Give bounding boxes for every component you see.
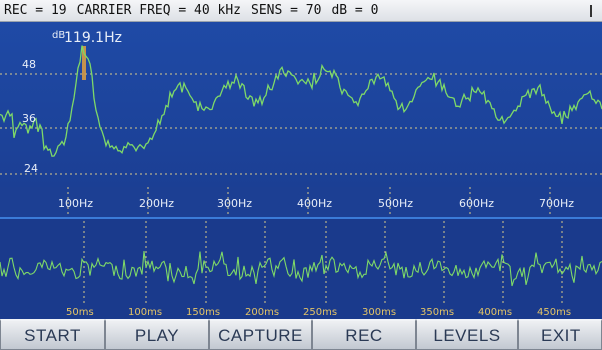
time-label-400: 400ms: [478, 307, 512, 318]
levels-button[interactable]: LEVELS: [416, 319, 518, 350]
freq-label-300: 300Hz: [217, 197, 252, 210]
time-label-50: 50ms: [66, 307, 94, 318]
peak-marker: [82, 46, 86, 80]
freq-label-500: 500Hz: [378, 197, 413, 210]
db-unit-label: dB: [52, 30, 65, 41]
time-label-150: 150ms: [186, 307, 220, 318]
db-level: dB = 0: [331, 3, 379, 18]
spectrum-plot: dB 119.1Hz 48 36 24: [0, 22, 602, 187]
spectrum-gridlines: [0, 73, 602, 175]
status-bar: REC = 19 CARRIER FREQ = 40 kHz SENS = 70 dB…: [0, 0, 602, 22]
start-button[interactable]: START: [0, 319, 105, 350]
frequency-axis: 100Hz 200Hz 300Hz 400Hz 500Hz 600Hz 700H…: [0, 187, 602, 219]
waveform-plot: 50ms 100ms 150ms 200ms 250ms 300ms 350ms…: [0, 219, 602, 319]
sensitivity: SENS = 70: [251, 3, 322, 18]
time-label-350: 350ms: [420, 307, 454, 318]
time-label-250: 250ms: [303, 307, 337, 318]
exit-button[interactable]: EXIT: [518, 319, 602, 350]
peak-frequency-label: 119.1Hz: [64, 30, 122, 46]
freq-label-700: 700Hz: [539, 197, 574, 210]
rec-count: REC = 19: [4, 3, 67, 18]
status-indicator: [590, 5, 592, 17]
freq-label-600: 600Hz: [459, 197, 494, 210]
capture-button[interactable]: CAPTURE: [209, 319, 312, 350]
freq-label-200: 200Hz: [139, 197, 174, 210]
spectrum-trace: [0, 45, 602, 157]
time-label-100: 100ms: [128, 307, 162, 318]
y-label-48: 48: [22, 58, 36, 71]
frequency-axis-svg: 100Hz 200Hz 300Hz 400Hz 500Hz 600Hz 700H…: [58, 187, 574, 215]
time-label-200: 200ms: [245, 307, 279, 318]
y-label-36: 36: [22, 112, 36, 125]
time-label-300: 300ms: [362, 307, 396, 318]
freq-label-400: 400Hz: [297, 197, 332, 210]
waveform-trace: [0, 250, 602, 287]
y-label-24: 24: [24, 162, 38, 175]
freq-label-100: 100Hz: [58, 197, 93, 210]
spectrum-svg: dB 119.1Hz 48 36 24: [0, 30, 602, 175]
carrier-frequency: CARRIER FREQ = 40 kHz: [76, 3, 241, 18]
rec-button[interactable]: REC: [312, 319, 416, 350]
time-label-450: 450ms: [537, 307, 571, 318]
waveform-svg: 50ms 100ms 150ms 200ms 250ms 300ms 350ms…: [0, 221, 602, 318]
softkey-toolbar: START PLAY CAPTURE REC LEVELS EXIT: [0, 319, 602, 350]
play-button[interactable]: PLAY: [105, 319, 209, 350]
